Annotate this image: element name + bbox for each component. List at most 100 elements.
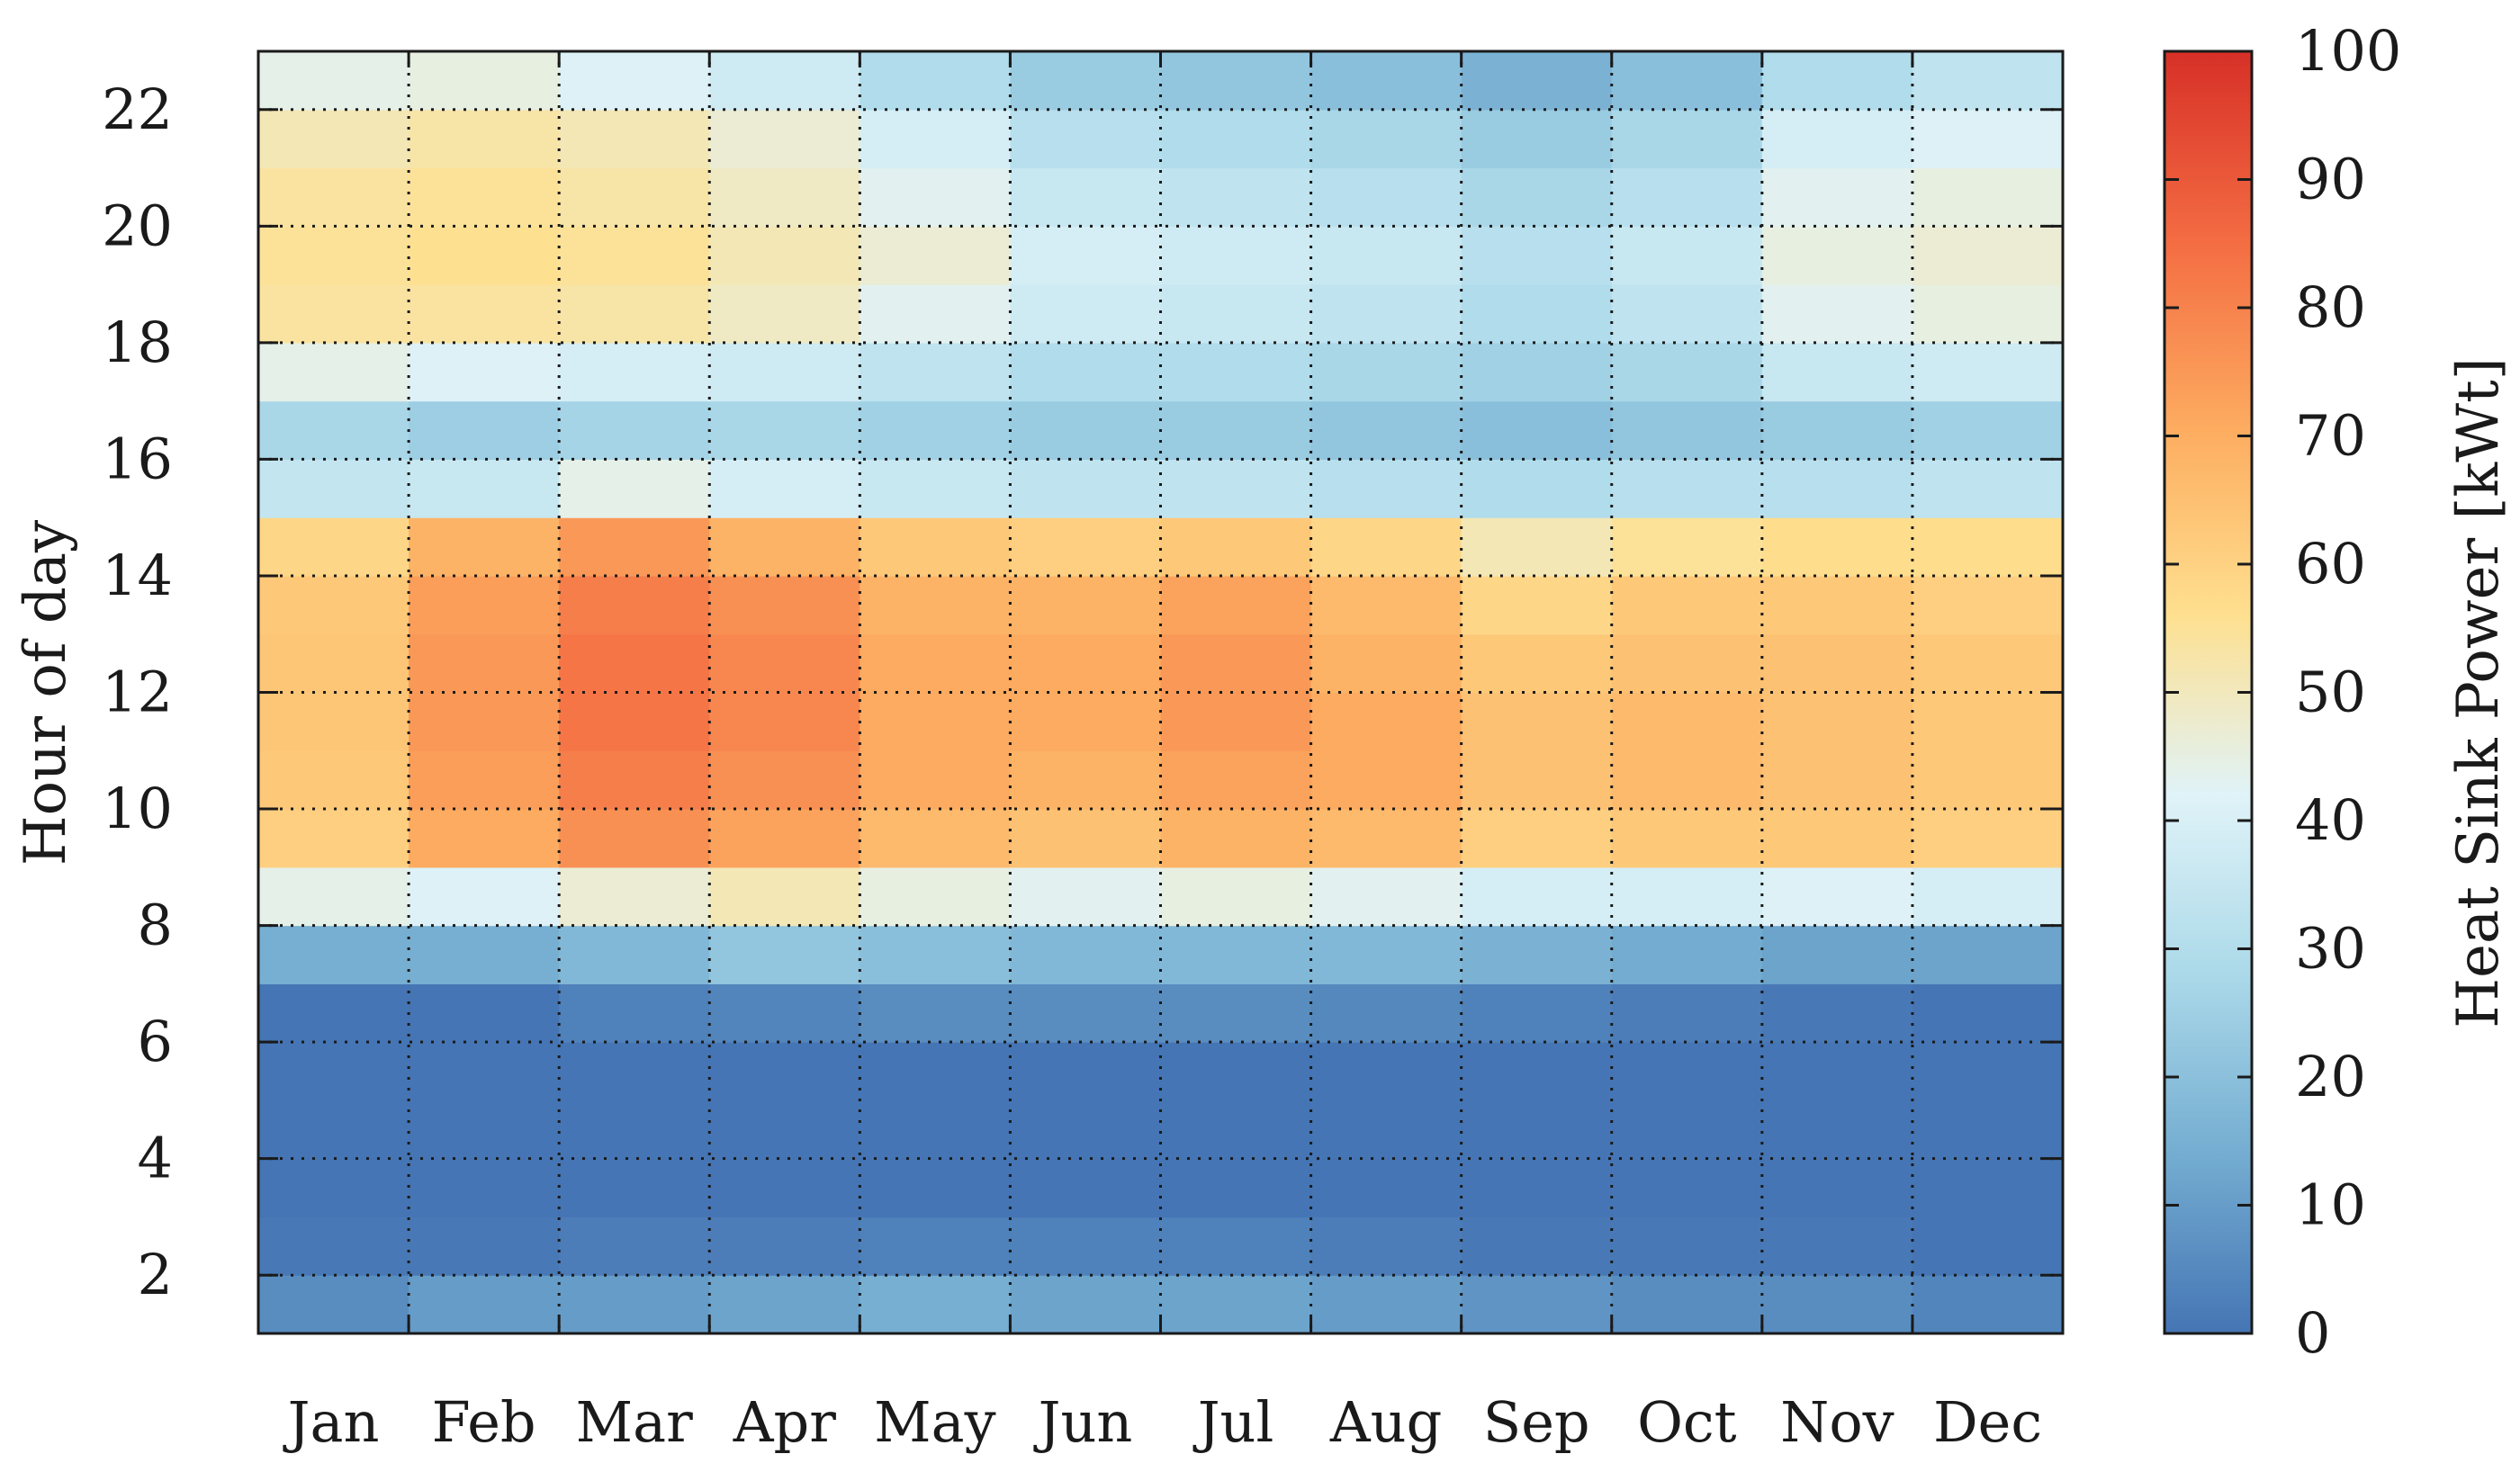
heatmap-cell-apr-h21 xyxy=(709,109,860,169)
heatmap-cell-oct-h22 xyxy=(1611,51,1763,111)
heatmap-cell-dec-h3 xyxy=(1912,1158,2063,1218)
heatmap-cell-mar-h14 xyxy=(559,517,710,577)
heatmap-cell-mar-h13 xyxy=(559,575,710,635)
heatmap-cell-sep-h4 xyxy=(1461,1099,1613,1160)
heatmap-cell-sep-h9 xyxy=(1461,809,1613,868)
heatmap-cell-mar-h8 xyxy=(559,866,710,927)
heatmap-cell-may-h2 xyxy=(860,1216,1012,1276)
heatmap-cell-apr-h18 xyxy=(709,284,860,344)
heatmap-cell-apr-h20 xyxy=(709,167,860,227)
heatmap-cell-feb-h19 xyxy=(409,226,560,285)
heatmap-cell-jun-h20 xyxy=(1010,167,1162,227)
heatmap-cell-dec-h17 xyxy=(1912,342,2063,402)
heatmap-cell-jun-h12 xyxy=(1010,633,1162,694)
heatmap-cell-jun-h10 xyxy=(1010,750,1162,810)
heatmap-cell-jun-h9 xyxy=(1010,809,1162,868)
heatmap-cell-sep-h19 xyxy=(1461,226,1613,285)
heatmap-cell-mar-h17 xyxy=(559,342,710,402)
colorbar-tick-label-100: 100 xyxy=(2295,18,2401,84)
heatmap-cell-nov-h2 xyxy=(1761,1216,1913,1276)
heatmap-cell-apr-h9 xyxy=(709,809,860,868)
x-tick-label-aug: Aug xyxy=(1329,1389,1442,1455)
heatmap-cell-feb-h5 xyxy=(409,1042,560,1101)
heatmap-cell-oct-h2 xyxy=(1611,1216,1763,1276)
heatmap-cell-feb-h22 xyxy=(409,51,560,111)
heatmap-cell-nov-h3 xyxy=(1761,1158,1913,1218)
heatmap-cell-jun-h16 xyxy=(1010,400,1162,461)
heatmap-cell-jan-h2 xyxy=(258,1216,410,1276)
heatmap-cell-mar-h5 xyxy=(559,1042,710,1101)
heatmap-cell-jul-h20 xyxy=(1160,167,1312,227)
heatmap-cell-jul-h13 xyxy=(1160,575,1312,635)
heatmap-cell-jan-h5 xyxy=(258,1042,410,1101)
heatmap-cell-nov-h19 xyxy=(1761,226,1913,285)
heatmap-cell-jun-h8 xyxy=(1010,866,1162,927)
heatmap-cell-sep-h11 xyxy=(1461,692,1613,751)
heatmap-cell-feb-h16 xyxy=(409,400,560,461)
heatmap-cell-feb-h9 xyxy=(409,809,560,868)
heatmap-cell-feb-h1 xyxy=(409,1275,560,1333)
heatmap-cell-jan-h7 xyxy=(258,925,410,984)
colorbar-tick-label-20: 20 xyxy=(2295,1044,2366,1109)
heatmap-cell-jan-h16 xyxy=(258,400,410,461)
heatmap-cell-mar-h16 xyxy=(559,400,710,461)
heatmap-cell-mar-h1 xyxy=(559,1275,710,1333)
y-tick-label-12: 12 xyxy=(102,660,173,725)
colorbar-tick-label-80: 80 xyxy=(2295,274,2366,340)
heatmap-cell-jun-h14 xyxy=(1010,517,1162,577)
heatmap-cell-jan-h21 xyxy=(258,109,410,169)
heatmap-cell-may-h15 xyxy=(860,459,1012,518)
y-tick-label-22: 22 xyxy=(102,76,173,142)
heatmap-cell-dec-h14 xyxy=(1912,517,2063,577)
heatmap-cell-dec-h2 xyxy=(1912,1216,2063,1276)
plot-frame xyxy=(256,49,2065,1335)
heatmap-cell-jul-h16 xyxy=(1160,400,1312,461)
heatmap-cell-nov-h6 xyxy=(1761,983,1913,1043)
heatmap-cell-mar-h19 xyxy=(559,226,710,285)
heatmap-cell-feb-h17 xyxy=(409,342,560,402)
heatmap-cell-oct-h5 xyxy=(1611,1042,1763,1101)
heatmap-cell-aug-h6 xyxy=(1310,983,1462,1043)
heatmap-cell-jun-h1 xyxy=(1010,1275,1162,1333)
heatmap-cell-dec-h20 xyxy=(1912,167,2063,227)
heatmap-cell-dec-h4 xyxy=(1912,1099,2063,1160)
heatmap-cell-mar-h20 xyxy=(559,167,710,227)
heatmap-cell-feb-h8 xyxy=(409,866,560,927)
heatmap-cell-nov-h21 xyxy=(1761,109,1913,169)
heatmap-cell-sep-h13 xyxy=(1461,575,1613,635)
heatmap-cell-oct-h20 xyxy=(1611,167,1763,227)
heatmap-cell-jul-h3 xyxy=(1160,1158,1312,1218)
heatmap-cell-may-h21 xyxy=(860,109,1012,169)
heatmap-cell-nov-h4 xyxy=(1761,1099,1913,1160)
colorbar-ticks: 0 10 20 30 40 50 60 70 80 90 100 xyxy=(2164,18,2401,1366)
heatmap-cell-dec-h8 xyxy=(1912,866,2063,927)
heatmap-cell-aug-h18 xyxy=(1310,284,1462,344)
heatmap-cell-jun-h18 xyxy=(1010,284,1162,344)
x-tick-label-sep: Sep xyxy=(1483,1389,1590,1455)
heatmap-cell-oct-h17 xyxy=(1611,342,1763,402)
heatmap-cell-oct-h12 xyxy=(1611,633,1763,694)
heatmap-cell-sep-h17 xyxy=(1461,342,1613,402)
heatmap-cell-mar-h18 xyxy=(559,284,710,344)
heatmap-cell-feb-h13 xyxy=(409,575,560,635)
x-tick-label-feb: Feb xyxy=(432,1389,536,1455)
heatmap-cell-dec-h13 xyxy=(1912,575,2063,635)
heatmap-cell-apr-h17 xyxy=(709,342,860,402)
heatmap-cell-oct-h19 xyxy=(1611,226,1763,285)
heatmap-cell-jul-h12 xyxy=(1160,633,1312,694)
heatmap-cell-feb-h14 xyxy=(409,517,560,577)
heatmap-cell-nov-h12 xyxy=(1761,633,1913,694)
heatmap-cell-sep-h16 xyxy=(1461,400,1613,461)
heatmap-cell-aug-h8 xyxy=(1310,866,1462,927)
grid-lines xyxy=(258,51,2063,1333)
heatmap-cell-may-h22 xyxy=(860,51,1012,111)
x-tick-label-nov: Nov xyxy=(1780,1389,1894,1455)
heatmap-cell-jul-h19 xyxy=(1160,226,1312,285)
heatmap-cell-apr-h15 xyxy=(709,459,860,518)
heatmap-cell-mar-h2 xyxy=(559,1216,710,1276)
colorbar-tick-label-60: 60 xyxy=(2295,531,2366,597)
heatmap-cell-feb-h18 xyxy=(409,284,560,344)
y-tick-label-14: 14 xyxy=(102,543,173,608)
heatmap-cell-may-h4 xyxy=(860,1099,1012,1160)
heatmap-cell-jun-h13 xyxy=(1010,575,1162,635)
